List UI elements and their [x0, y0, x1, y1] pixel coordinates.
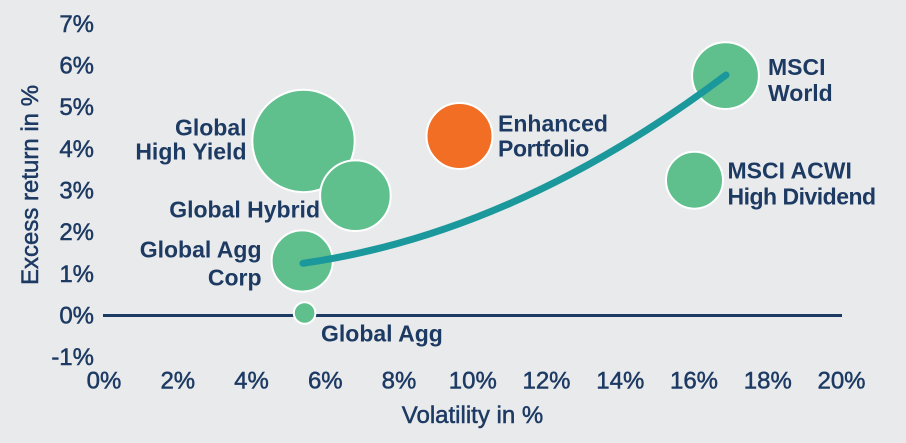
svg-text:-1%: -1%: [51, 344, 94, 371]
svg-text:World: World: [768, 80, 833, 106]
svg-text:Excess return in %: Excess return in %: [17, 85, 44, 285]
svg-text:0%: 0%: [59, 303, 94, 330]
svg-text:12%: 12%: [522, 368, 570, 395]
svg-text:8%: 8%: [382, 368, 417, 395]
svg-text:7%: 7%: [59, 11, 94, 38]
svg-text:Global Hybrid: Global Hybrid: [169, 196, 320, 222]
svg-text:20%: 20%: [817, 368, 865, 395]
svg-text:14%: 14%: [596, 368, 644, 395]
svg-text:High Dividend: High Dividend: [728, 183, 876, 209]
svg-text:Portfolio: Portfolio: [498, 135, 589, 161]
svg-text:Enhanced: Enhanced: [498, 111, 608, 137]
svg-text:2%: 2%: [160, 368, 195, 395]
svg-text:High Yield: High Yield: [135, 139, 246, 165]
svg-text:4%: 4%: [59, 136, 94, 163]
svg-text:1%: 1%: [59, 261, 94, 288]
svg-text:6%: 6%: [308, 368, 343, 395]
svg-text:0%: 0%: [87, 368, 122, 395]
svg-text:5%: 5%: [59, 94, 94, 121]
svg-text:4%: 4%: [234, 368, 269, 395]
svg-text:MSCI ACWI: MSCI ACWI: [728, 157, 852, 183]
svg-text:Global: Global: [175, 115, 247, 141]
svg-text:6%: 6%: [59, 53, 94, 80]
svg-text:10%: 10%: [449, 368, 497, 395]
svg-text:Corp: Corp: [208, 264, 262, 290]
svg-text:18%: 18%: [744, 368, 792, 395]
svg-text:2%: 2%: [59, 219, 94, 246]
svg-text:3%: 3%: [59, 178, 94, 205]
svg-text:Volatility in %: Volatility in %: [402, 402, 543, 429]
svg-text:Global Agg: Global Agg: [321, 321, 443, 347]
svg-text:16%: 16%: [670, 368, 718, 395]
svg-text:MSCI: MSCI: [768, 54, 826, 80]
svg-text:Global Agg: Global Agg: [140, 237, 262, 263]
